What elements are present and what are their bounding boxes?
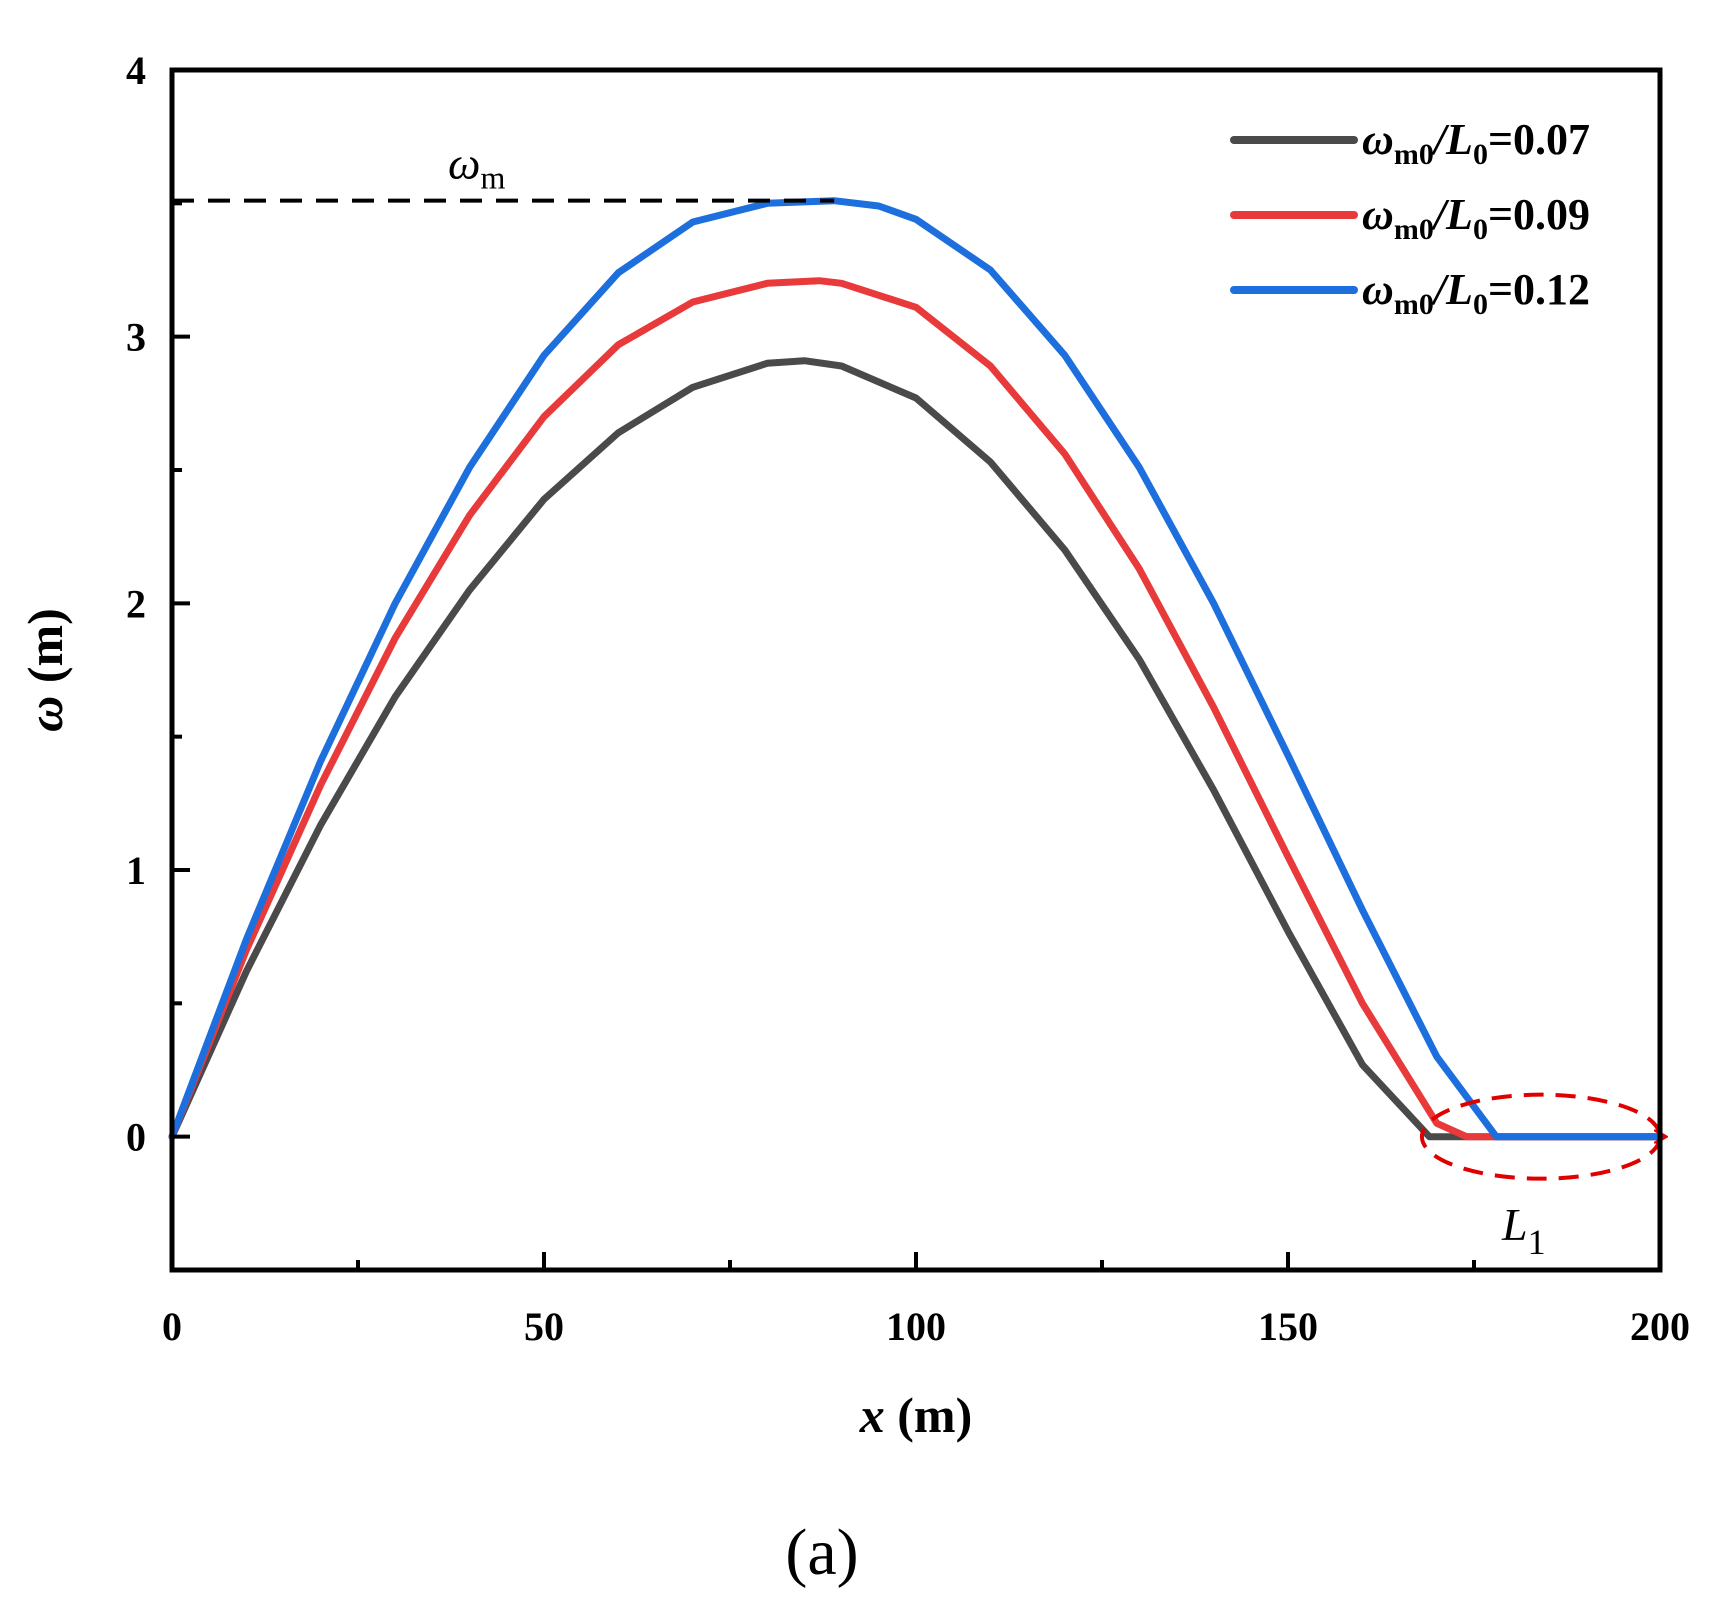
y-tick-label: 2 (126, 581, 146, 626)
y-axis-title: ω (m) (17, 608, 73, 732)
l1-label: L1 (1501, 1199, 1546, 1262)
x-tick-label: 0 (162, 1304, 182, 1349)
y-tick-label: 0 (126, 1115, 146, 1160)
series-layer (168, 197, 1664, 1141)
y-tick-label: 3 (126, 315, 146, 360)
legend-label-1: ωm0/L0=0.07 (1362, 115, 1590, 171)
series-line-1 (168, 357, 1664, 1141)
legend-label-2: ωm0/L0=0.09 (1362, 190, 1590, 246)
x-axis-title: x (m) (859, 1387, 972, 1443)
legend: ωm0/L0=0.07 ωm0/L0=0.09 ωm0/L0=0.12 (1230, 115, 1590, 321)
x-tick-label: 50 (524, 1304, 564, 1349)
x-tick-label: 150 (1258, 1304, 1318, 1349)
omega-m-label: ωm (448, 138, 505, 196)
figure-caption: (a) (785, 1516, 858, 1589)
ticks-layer: 0 50 100 150 200 0 1 2 3 4 (126, 48, 1690, 1349)
legend-label-3: ωm0/L0=0.12 (1362, 265, 1590, 321)
x-tick-label: 100 (886, 1304, 946, 1349)
series-line-2 (168, 277, 1664, 1141)
y-tick-label: 1 (126, 848, 146, 893)
plot-frame (169, 67, 1663, 1273)
y-tick-label: 4 (126, 48, 146, 93)
x-tick-label: 200 (1630, 1304, 1690, 1349)
series-line-3 (168, 197, 1664, 1141)
